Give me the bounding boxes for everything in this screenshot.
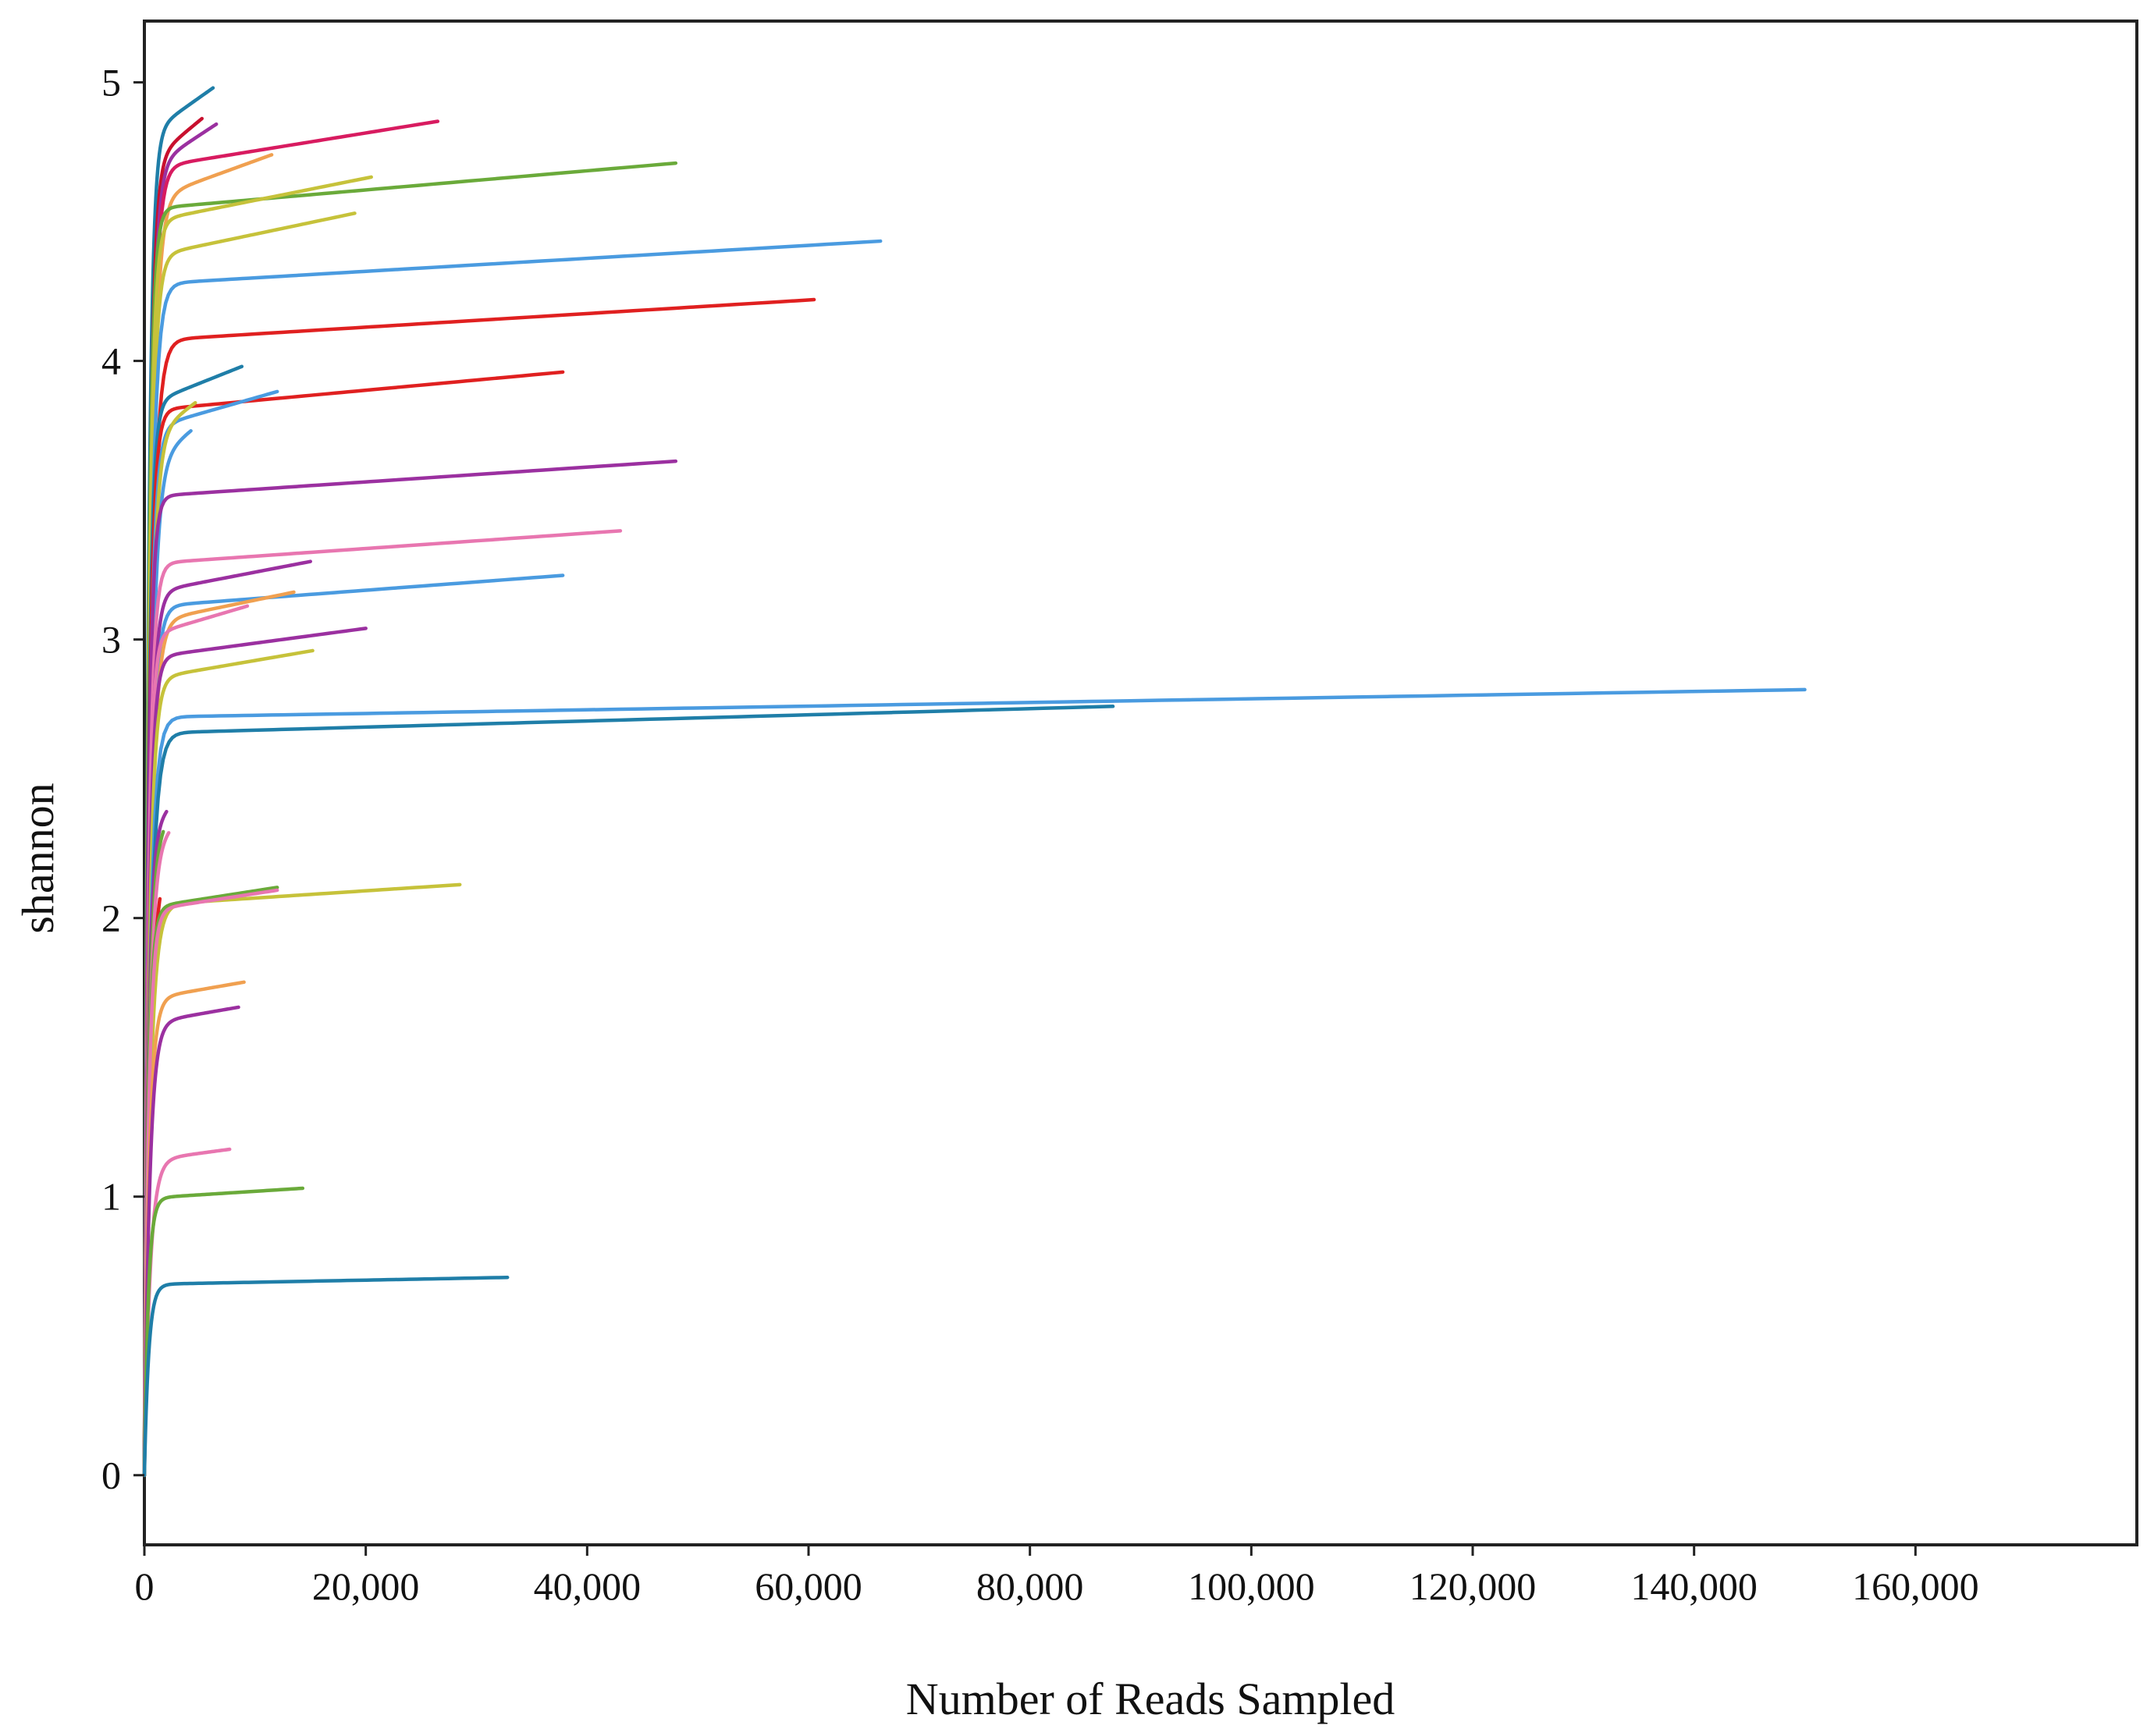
series-line-32 <box>142 888 279 1477</box>
x-axis-ticks: 0 20,000 40,000 60,000 80,000 100,000 120,000 1… <box>135 1545 1979 1608</box>
y-tick-label: 0 <box>101 1454 121 1497</box>
series-line-9 <box>142 239 883 1477</box>
series-line-24 <box>142 687 1807 1477</box>
plot-frame <box>143 20 2138 1546</box>
series-line-30 <box>142 882 462 1477</box>
series-layer <box>142 86 1807 1477</box>
y-tick-label: 2 <box>101 896 121 940</box>
series-line-35 <box>142 1147 232 1477</box>
series-line-18 <box>142 559 312 1477</box>
y-axis-ticks: 0 1 2 3 4 5 <box>101 61 144 1497</box>
y-tick-label: 5 <box>101 61 121 105</box>
x-tick-label: 40,000 <box>534 1564 642 1608</box>
series-line-22 <box>142 627 368 1477</box>
x-tick-label: 60,000 <box>755 1564 862 1608</box>
series-line-25 <box>142 705 1115 1477</box>
x-axis-title: Number of Reads Sampled <box>906 1674 1395 1724</box>
y-axis-title: shannon <box>12 783 63 933</box>
x-tick-label: 0 <box>135 1564 155 1608</box>
x-tick-label: 120,000 <box>1409 1564 1537 1608</box>
series-line-36 <box>142 1186 305 1477</box>
series-line-31 <box>142 886 279 1477</box>
x-tick-label: 140,000 <box>1630 1564 1758 1608</box>
series-line-37 <box>142 1275 510 1477</box>
series-line-17 <box>142 529 623 1477</box>
x-tick-label: 100,000 <box>1188 1564 1315 1608</box>
x-tick-label: 80,000 <box>976 1564 1084 1608</box>
series-line-16 <box>142 459 678 1477</box>
series-line-23 <box>142 648 315 1477</box>
x-tick-label: 160,000 <box>1852 1564 1979 1608</box>
series-line-34 <box>142 1005 240 1477</box>
y-tick-label: 3 <box>101 618 121 662</box>
y-tick-label: 1 <box>101 1175 121 1219</box>
x-tick-label: 20,000 <box>312 1564 420 1608</box>
series-line-13 <box>142 389 279 1477</box>
y-tick-label: 4 <box>101 339 121 383</box>
